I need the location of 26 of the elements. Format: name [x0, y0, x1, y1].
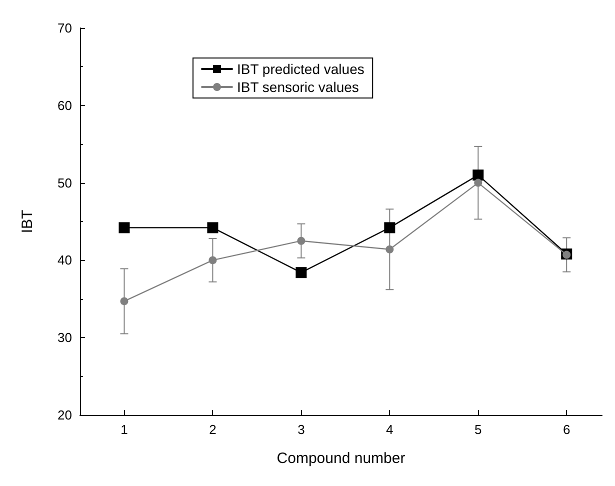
y-tick-label: 60 — [58, 98, 72, 113]
point — [120, 297, 128, 306]
y-tick-label: 70 — [58, 20, 72, 36]
point — [208, 256, 217, 264]
point — [384, 222, 396, 234]
x-tick-label: 2 — [209, 422, 216, 437]
point — [472, 170, 484, 181]
x-axis-title: Compound number — [276, 450, 406, 467]
y-tick-label: 30 — [58, 330, 72, 346]
point — [207, 222, 218, 234]
x-tick-label: 6 — [562, 422, 570, 437]
point — [297, 236, 306, 245]
point — [474, 178, 482, 187]
x-tick-label: 3 — [298, 422, 305, 437]
y-tick-label: 20 — [58, 408, 72, 422]
legend-label: IBT sensoric values — [237, 79, 359, 95]
point — [118, 222, 130, 234]
legend-label: IBT predicted values — [237, 61, 364, 77]
y-tick-label: 50 — [58, 175, 72, 190]
point — [386, 245, 394, 254]
y-axis-title: IBT — [19, 210, 36, 234]
x-tick-label: 5 — [474, 422, 482, 437]
point — [296, 267, 307, 278]
y-tick-label: 40 — [58, 252, 72, 268]
x-tick-label: 4 — [386, 422, 394, 437]
x-tick-label: 1 — [120, 422, 128, 437]
